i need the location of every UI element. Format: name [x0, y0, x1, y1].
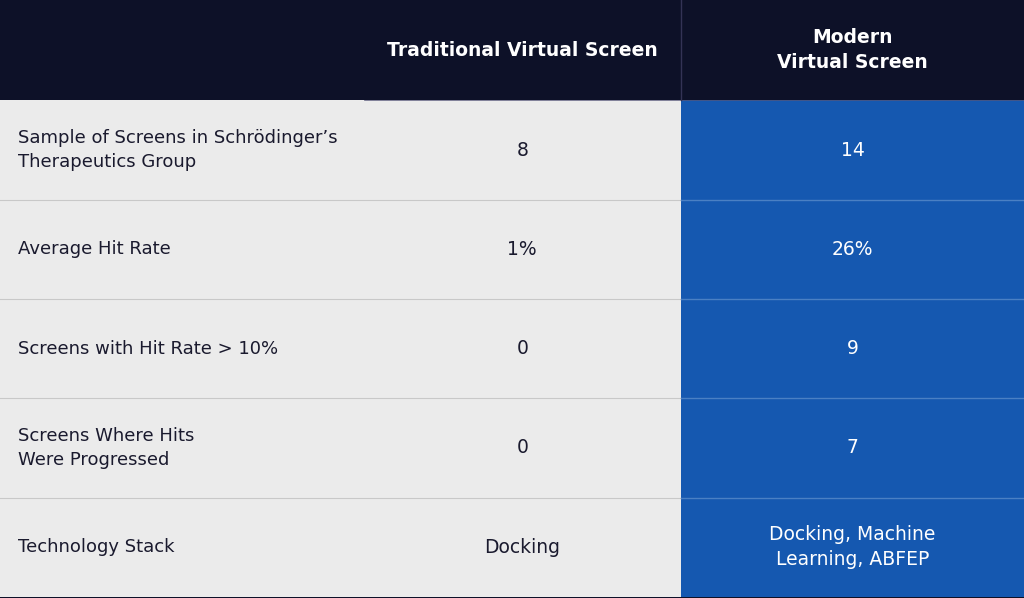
Bar — [0, 299, 364, 398]
Text: Sample of Screens in Schrödinger’s
Therapeutics Group: Sample of Screens in Schrödinger’s Thera… — [18, 129, 338, 171]
Text: Modern
Virtual Screen: Modern Virtual Screen — [777, 28, 928, 72]
Bar — [364, 200, 681, 299]
Text: 9: 9 — [847, 339, 858, 358]
Bar — [364, 299, 681, 398]
Text: Average Hit Rate: Average Hit Rate — [18, 240, 171, 258]
Bar — [681, 299, 1024, 398]
Bar — [681, 200, 1024, 299]
Text: 1%: 1% — [508, 240, 537, 259]
Bar — [364, 498, 681, 597]
Bar — [681, 398, 1024, 498]
Text: Screens with Hit Rate > 10%: Screens with Hit Rate > 10% — [18, 340, 279, 358]
Text: Screens Where Hits
Were Progressed: Screens Where Hits Were Progressed — [18, 427, 195, 469]
Bar — [0, 200, 364, 299]
Text: 26%: 26% — [831, 240, 873, 259]
Text: 8: 8 — [516, 141, 528, 160]
Bar — [0, 597, 1024, 598]
Text: 0: 0 — [516, 438, 528, 457]
Bar — [0, 0, 364, 100]
Text: 7: 7 — [847, 438, 858, 457]
Text: Docking: Docking — [484, 538, 560, 557]
Bar — [364, 398, 681, 498]
Text: Docking, Machine
Learning, ABFEP: Docking, Machine Learning, ABFEP — [769, 525, 936, 569]
Bar — [364, 0, 681, 100]
Bar — [0, 398, 364, 498]
Bar — [681, 498, 1024, 597]
Bar — [0, 100, 364, 200]
Text: Technology Stack: Technology Stack — [18, 538, 175, 556]
Bar — [681, 100, 1024, 200]
Bar — [681, 0, 1024, 100]
Text: 14: 14 — [841, 141, 864, 160]
Bar — [0, 498, 364, 597]
Text: 0: 0 — [516, 339, 528, 358]
Text: Traditional Virtual Screen: Traditional Virtual Screen — [387, 41, 657, 60]
Bar — [364, 100, 681, 200]
